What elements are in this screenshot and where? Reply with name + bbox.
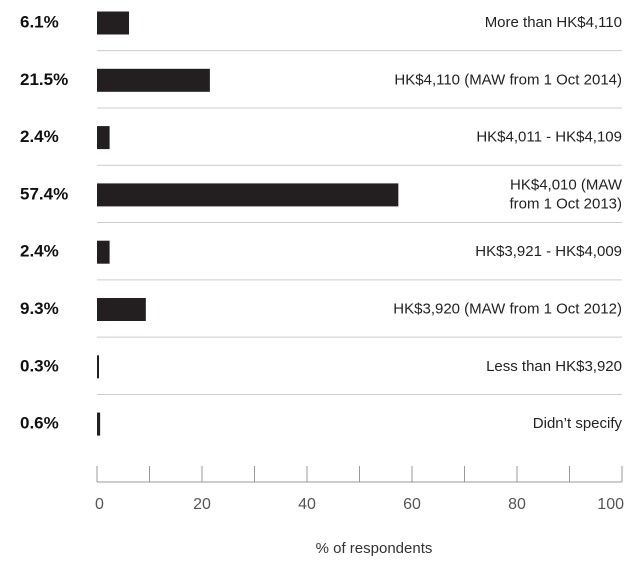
labels-layer: 6.1% More than HK$4,110 21.5% HK$4,110 (MAW… xyxy=(20,12,623,432)
x-tick-label: 100 xyxy=(597,496,624,513)
bar xyxy=(97,298,146,321)
x-axis-title: % of respondents xyxy=(316,540,433,557)
category-label: HK$4,010 (MAW xyxy=(510,176,623,193)
bar xyxy=(97,11,130,35)
bar xyxy=(97,355,99,379)
x-axis: 0 20 40 60 80 100 % of respondents xyxy=(95,466,624,557)
value-label: 21.5% xyxy=(20,70,68,89)
value-label: 2.4% xyxy=(20,127,59,146)
bar xyxy=(97,126,110,150)
value-label: 9.3% xyxy=(20,299,59,318)
bar xyxy=(97,240,110,264)
bar xyxy=(97,412,101,436)
x-tick-label: 40 xyxy=(298,496,316,513)
category-label: Less than HK$3,920 xyxy=(486,358,622,375)
category-label: HK$3,920 (MAW from 1 Oct 2012) xyxy=(393,300,622,317)
bar xyxy=(97,68,210,92)
category-label: More than HK$4,110 xyxy=(485,14,622,31)
category-label: HK$4,110 (MAW from 1 Oct 2014) xyxy=(394,71,622,88)
category-label: from 1 Oct 2013) xyxy=(509,195,622,212)
category-label: Didn’t specify xyxy=(533,415,623,432)
value-label: 0.6% xyxy=(20,414,59,433)
value-label: 0.3% xyxy=(20,356,59,375)
x-tick-label: 80 xyxy=(508,496,526,513)
x-tick-label: 0 xyxy=(95,496,104,513)
category-label: HK$4,011 - HK$4,109 xyxy=(476,129,622,146)
x-tick-label: 60 xyxy=(403,496,421,513)
bar xyxy=(97,183,399,207)
bars-layer xyxy=(97,11,622,436)
value-label: 6.1% xyxy=(20,12,59,31)
value-label: 2.4% xyxy=(20,242,59,261)
x-tick-label: 20 xyxy=(193,496,211,513)
category-label: HK$3,921 - HK$4,009 xyxy=(475,243,622,260)
value-label: 57.4% xyxy=(20,184,68,203)
